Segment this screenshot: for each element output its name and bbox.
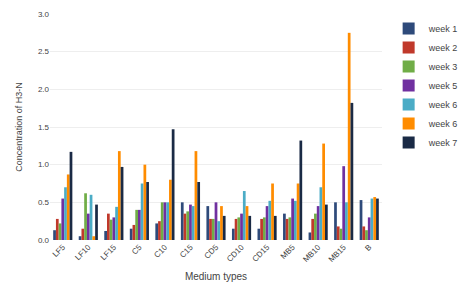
svg-text:week 5: week 5	[428, 81, 458, 91]
svg-text:2.5: 2.5	[38, 47, 50, 56]
svg-text:MB15: MB15	[327, 242, 349, 264]
svg-text:2.0: 2.0	[38, 85, 50, 94]
svg-text:1.0: 1.0	[38, 160, 50, 169]
svg-text:MB10: MB10	[301, 242, 323, 264]
svg-text:0.5: 0.5	[38, 198, 50, 207]
svg-text:week 1: week 1	[428, 24, 458, 34]
svg-text:MB5: MB5	[279, 242, 297, 260]
svg-text:week 7: week 7	[428, 138, 458, 148]
svg-text:week 6: week 6	[428, 119, 458, 129]
svg-text:LF10: LF10	[73, 242, 93, 262]
svg-text:week 6: week 6	[428, 100, 458, 110]
svg-text:3.0: 3.0	[38, 10, 50, 19]
svg-text:CD15: CD15	[250, 242, 271, 263]
svg-text:C15: C15	[178, 242, 195, 259]
svg-text:week 3: week 3	[428, 62, 458, 72]
svg-text:CD10: CD10	[225, 242, 246, 263]
svg-text:C5: C5	[130, 242, 144, 256]
svg-text:LF5: LF5	[51, 242, 68, 259]
svg-text:B: B	[363, 243, 373, 253]
svg-text:week 2: week 2	[428, 43, 458, 53]
svg-text:CD5: CD5	[203, 242, 221, 260]
svg-text:LF15: LF15	[99, 242, 119, 262]
svg-text:0.0: 0.0	[38, 236, 50, 245]
svg-text:1.5: 1.5	[38, 123, 50, 132]
svg-text:Medium types: Medium types	[185, 271, 247, 282]
svg-text:Concentration of H3-N: Concentration of H3-N	[14, 82, 24, 172]
svg-text:C10: C10	[152, 242, 169, 259]
